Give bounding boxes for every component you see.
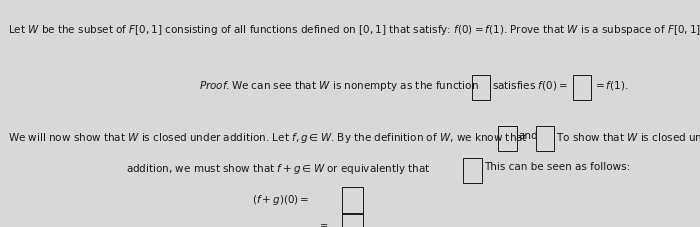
Text: Let $W$ be the subset of $F[0,1]$ consisting of all functions defined on $[0,1]$: Let $W$ be the subset of $F[0,1]$ consis… [8,23,700,37]
Bar [573,75,591,100]
Text: We will now show that $W$ is closed under addition. Let $f, g \in W$. By the def: We will now show that $W$ is closed unde… [8,131,528,145]
Bar [342,187,363,214]
Bar [536,126,554,151]
Bar [463,158,482,183]
Bar [472,75,490,100]
Text: We can see that $W$ is nonempty as the function: We can see that $W$ is nonempty as the f… [231,79,479,94]
Text: This can be seen as follows:: This can be seen as follows: [484,162,630,172]
Text: $= f(1)$.: $= f(1)$. [593,79,628,92]
Text: $\it{Proof.}$: $\it{Proof.}$ [199,79,230,91]
Text: satisfies $f(0) =$: satisfies $f(0) =$ [492,79,568,92]
Bar [342,213,363,227]
Bar [498,126,517,151]
Text: $=$: $=$ [318,220,330,227]
Text: and: and [519,131,538,141]
Text: addition, we must show that $f + g \in W$ or equivalently that: addition, we must show that $f + g \in W… [126,162,430,176]
Text: $(f + g)(0) =$: $(f + g)(0) =$ [252,193,309,207]
Text: To show that $W$ is closed under: To show that $W$ is closed under [556,131,700,143]
